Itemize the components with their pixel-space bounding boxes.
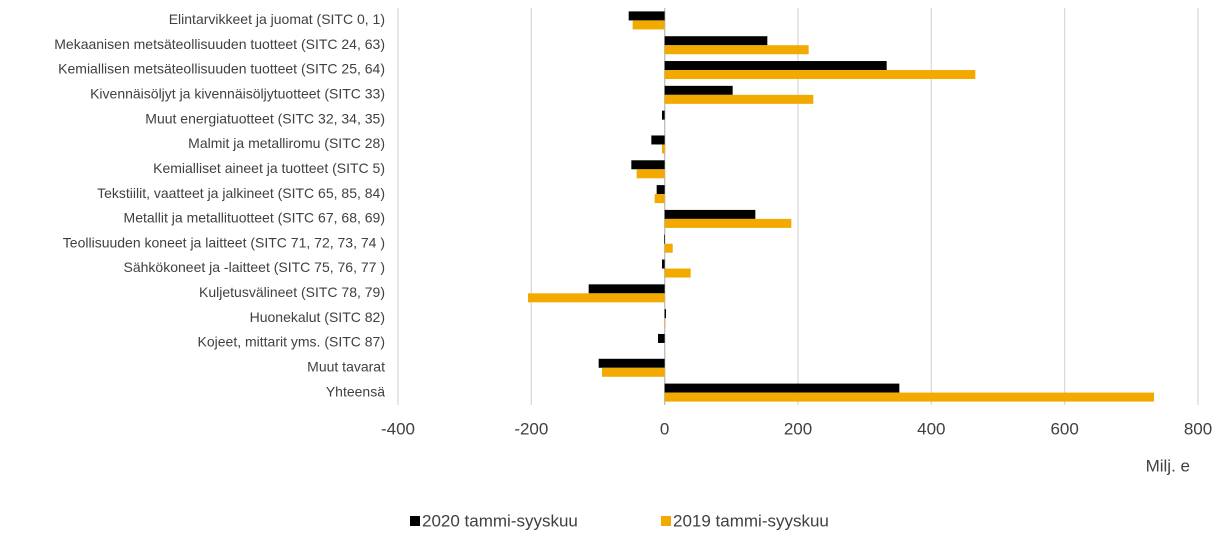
bar	[658, 333, 665, 343]
bar	[664, 94, 814, 104]
bar	[664, 268, 691, 278]
bar	[664, 392, 1154, 402]
y-tick-label: Kojeet, mittarit yms. (SITC 87)	[198, 334, 385, 350]
y-tick-label: Kuljetusvälineet (SITC 78, 79)	[199, 284, 385, 300]
bar	[588, 284, 665, 294]
bar	[628, 11, 665, 21]
x-tick-label: 600	[1050, 419, 1078, 438]
y-tick-label: Mekaanisen metsäteollisuuden tuotteet (S…	[54, 36, 385, 52]
bar	[664, 209, 756, 219]
bar	[664, 243, 673, 253]
y-tick-label: Muut tavarat	[307, 358, 385, 374]
y-tick-label: Huonekalut (SITC 82)	[250, 309, 385, 325]
bar	[651, 135, 665, 145]
bar	[664, 218, 792, 228]
x-axis-label: Milj. e	[1146, 456, 1190, 475]
x-tick-label: 0	[660, 419, 669, 438]
y-tick-label: Sähkökoneet ja -laitteet (SITC 75, 76, 7…	[124, 259, 385, 275]
bar	[636, 169, 665, 179]
bar	[662, 110, 665, 120]
bar	[664, 45, 809, 55]
y-tick-label: Teollisuuden koneet ja laitteet (SITC 71…	[63, 234, 385, 250]
bar	[602, 367, 665, 377]
y-tick-label: Malmit ja metalliromu (SITC 28)	[188, 135, 385, 151]
bar	[664, 234, 665, 244]
legend-swatch	[661, 516, 671, 526]
x-tick-label: 800	[1184, 419, 1212, 438]
y-tick-label: Elintarvikkeet ja juomat (SITC 0, 1)	[169, 11, 385, 27]
bar	[631, 160, 665, 170]
y-tick-label: Metallit ja metallituotteet (SITC 67, 68…	[124, 210, 385, 226]
y-tick-label: Muut energiatuotteet (SITC 32, 34, 35)	[145, 110, 385, 126]
bar	[664, 383, 900, 393]
y-tick-label: Yhteensä	[326, 383, 385, 399]
legend-label: 2020 tammi-syyskuu	[422, 511, 578, 530]
bar	[528, 293, 665, 303]
bar	[662, 259, 665, 269]
bar	[654, 194, 665, 204]
x-tick-label: 200	[784, 419, 812, 438]
y-tick-label: Tekstiilit, vaatteet ja jalkineet (SITC …	[97, 185, 385, 201]
bar	[664, 85, 733, 95]
bar	[664, 309, 666, 319]
legend-label: 2019 tammi-syyskuu	[673, 511, 829, 530]
legend-swatch	[410, 516, 420, 526]
x-tick-label: -400	[381, 419, 415, 438]
y-tick-label: Kivennäisöljyt ja kivennäisöljytuotteet …	[90, 86, 385, 102]
bar	[664, 318, 666, 328]
bar	[662, 144, 665, 154]
x-tick-label: 400	[917, 419, 945, 438]
bar	[664, 36, 768, 46]
bar	[664, 61, 887, 71]
bar	[656, 185, 665, 195]
y-tick-label: Kemialliset aineet ja tuotteet (SITC 5)	[153, 160, 385, 176]
x-tick-label: -200	[514, 419, 548, 438]
bar	[598, 358, 665, 368]
bar	[632, 20, 665, 30]
bar	[664, 70, 976, 80]
y-tick-label: Kemiallisen metsäteollisuuden tuotteet (…	[58, 61, 385, 77]
